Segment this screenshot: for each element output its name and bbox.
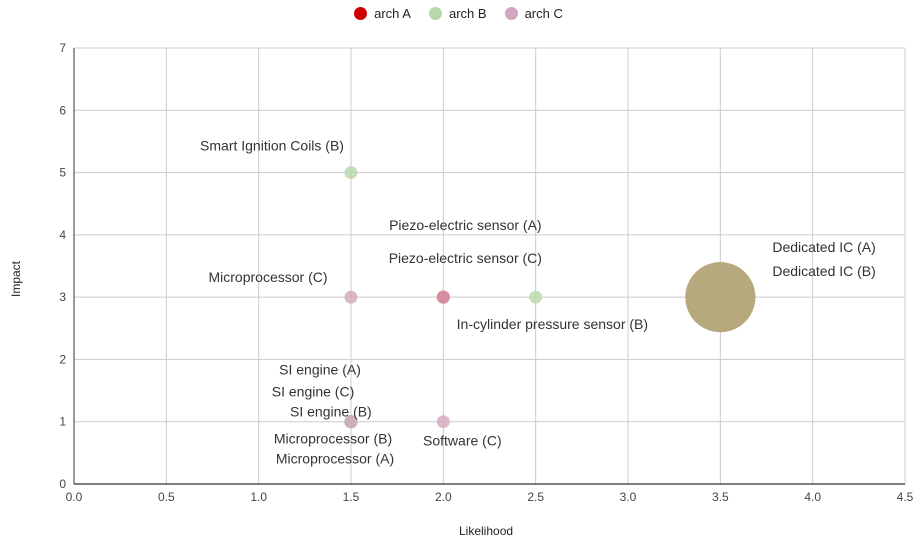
point-label: SI engine (C) (272, 384, 354, 400)
point-label: Microprocessor (A) (276, 451, 394, 467)
data-point (344, 166, 358, 180)
legend-dot-arch-b (428, 7, 442, 20)
y-tick-label: 0 (59, 477, 66, 491)
point-label: Dedicated IC (A) (772, 239, 875, 255)
y-tick-label: 7 (59, 41, 66, 55)
data-point (344, 290, 358, 304)
x-tick-label: 3.5 (712, 490, 729, 504)
y-axis-title: Impact (9, 260, 24, 298)
point-label: Piezo-electric sensor (C) (389, 250, 542, 266)
x-tick-label: 1.0 (250, 490, 267, 504)
x-tick-label: 0.5 (158, 490, 175, 504)
y-tick-label: 3 (59, 290, 66, 304)
point-label: SI engine (A) (279, 362, 361, 378)
legend-item-arch-b[interactable]: arch B (428, 6, 487, 21)
x-tick-label: 1.5 (343, 490, 360, 504)
y-tick-label: 4 (59, 228, 66, 242)
data-point (436, 415, 450, 429)
point-label: Smart Ignition Coils (B) (200, 138, 344, 154)
point-label: Dedicated IC (B) (772, 263, 875, 279)
x-axis-title: Likelihood (459, 524, 514, 538)
data-point (436, 290, 450, 304)
legend-item-arch-c[interactable]: arch C (504, 6, 563, 21)
y-tick-label: 2 (59, 352, 66, 366)
data-point (529, 290, 543, 304)
legend-dot-arch-a (354, 7, 368, 20)
legend-label-arch-c: arch C (524, 6, 563, 21)
point-label: Microprocessor (B) (274, 431, 392, 447)
legend-dot-arch-c (504, 7, 518, 20)
legend-label-arch-b: arch B (448, 6, 487, 21)
chart-legend: arch A arch B arch C (0, 6, 917, 21)
y-tick-label: 6 (59, 103, 66, 117)
point-label: Software (C) (423, 433, 502, 449)
legend-item-arch-a[interactable]: arch A (354, 6, 411, 21)
x-tick-label: 2.0 (435, 490, 452, 504)
data-point (685, 262, 756, 333)
data-point (344, 415, 358, 429)
legend-label-arch-a: arch A (374, 6, 411, 21)
x-tick-label: 4.0 (804, 490, 821, 504)
point-label: Piezo-electric sensor (A) (389, 217, 542, 233)
x-tick-label: 3.0 (620, 490, 637, 504)
x-tick-label: 4.5 (897, 490, 914, 504)
y-tick-label: 5 (59, 166, 66, 180)
point-label: SI engine (B) (290, 404, 372, 420)
x-tick-label: 0.0 (66, 490, 83, 504)
point-label: In-cylinder pressure sensor (B) (457, 316, 648, 332)
x-tick-label: 2.5 (527, 490, 544, 504)
point-label: Microprocessor (C) (208, 269, 327, 285)
y-tick-label: 1 (59, 415, 66, 429)
